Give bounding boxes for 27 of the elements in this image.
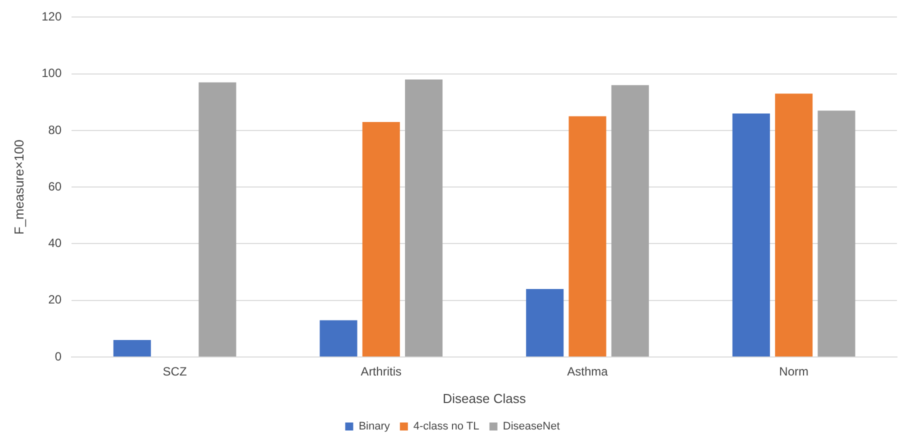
y-tick-label: 120 (42, 10, 62, 24)
bar (818, 110, 856, 356)
bar (405, 79, 443, 356)
y-tick-label: 80 (48, 122, 62, 137)
y-tick-label: 60 (48, 179, 62, 194)
y-tick-label: 20 (48, 292, 62, 307)
legend-label: DiseaseNet (502, 420, 560, 433)
x-tick-label: SCZ (162, 364, 187, 379)
y-tick-label: 0 (54, 349, 62, 364)
x-tick-label: Asthma (567, 364, 608, 379)
bar (611, 85, 649, 356)
bar (113, 340, 151, 356)
legend-label: Binary (358, 420, 390, 433)
x-tick-label: Norm (779, 364, 808, 379)
x-axis-title: Disease Class (442, 390, 526, 406)
legend-label: 4-class no TL (413, 420, 480, 433)
bar (775, 94, 813, 356)
y-axis-title: F_measure×100 (11, 140, 26, 235)
y-tick-label: 40 (48, 236, 62, 250)
bar (732, 113, 770, 356)
bar (320, 320, 358, 356)
bar (198, 82, 236, 356)
bar (526, 289, 564, 356)
bar (568, 116, 606, 356)
x-tick-label: Arthritis (360, 364, 402, 379)
bar (362, 122, 400, 356)
y-tick-label: 100 (42, 66, 62, 80)
